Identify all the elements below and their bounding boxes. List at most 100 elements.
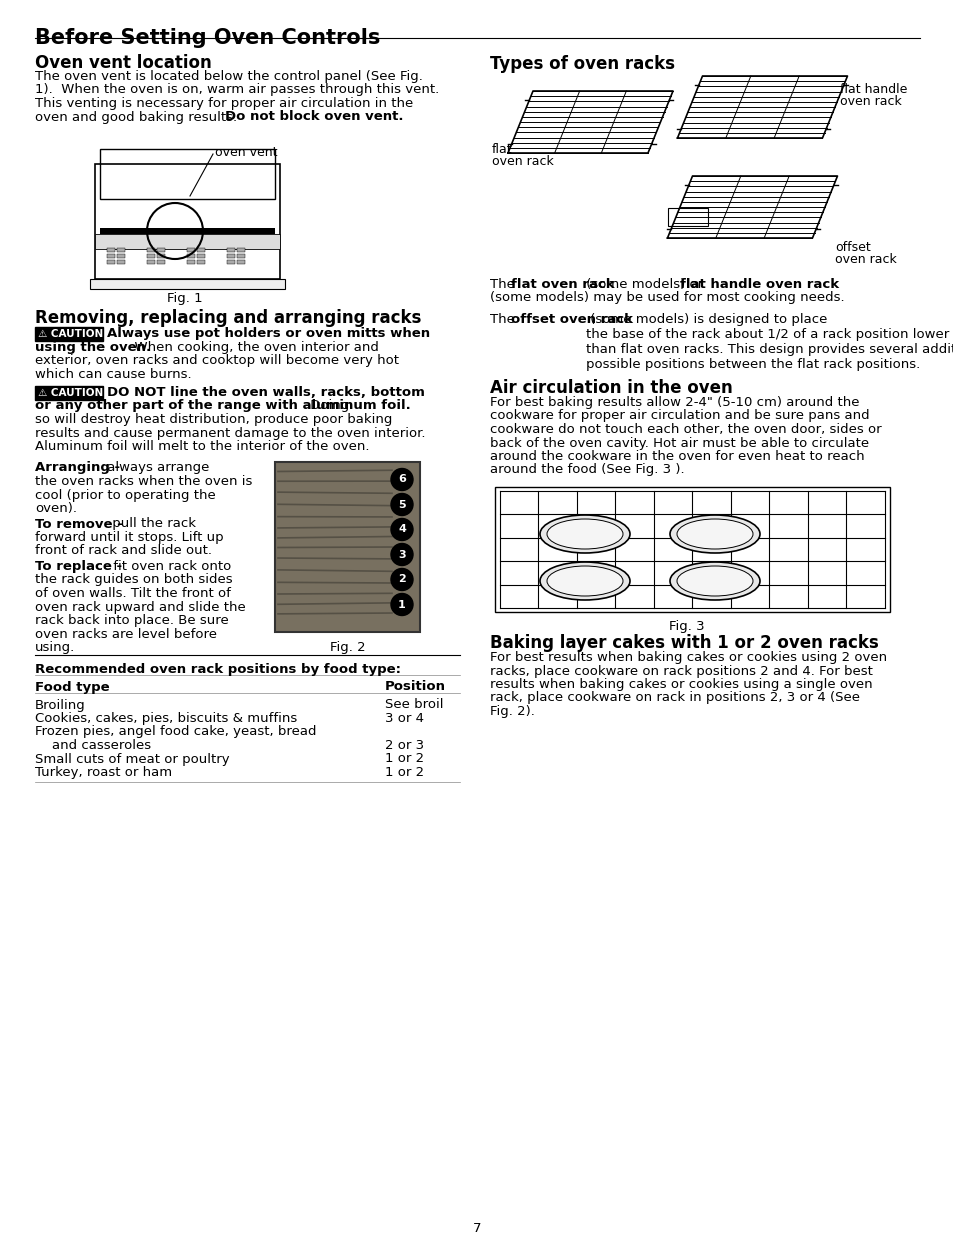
Text: which can cause burns.: which can cause burns.	[35, 368, 192, 380]
Bar	[95, 233, 280, 249]
Text: oven vent: oven vent	[214, 146, 277, 159]
Text: the rack guides on both sides: the rack guides on both sides	[35, 573, 233, 587]
Text: 6: 6	[397, 474, 406, 484]
Text: Fig. 1: Fig. 1	[167, 291, 203, 305]
Text: Arranging -: Arranging -	[35, 462, 120, 474]
Ellipse shape	[669, 515, 760, 553]
Bar	[107, 261, 115, 264]
Text: oven rack: oven rack	[834, 253, 896, 266]
Text: and casseroles: and casseroles	[35, 739, 151, 752]
Ellipse shape	[546, 519, 622, 550]
Bar	[227, 261, 234, 264]
Text: Do not block oven vent.: Do not block oven vent.	[225, 110, 403, 124]
Text: rack back into place. Be sure: rack back into place. Be sure	[35, 614, 229, 627]
Bar	[35, 387, 103, 400]
Bar	[107, 254, 115, 258]
Bar	[236, 248, 245, 252]
Bar	[227, 254, 234, 258]
Text: Air circulation in the oven: Air circulation in the oven	[490, 379, 732, 396]
Text: 1 or 2: 1 or 2	[385, 752, 424, 766]
Text: 4: 4	[397, 525, 406, 535]
Bar	[95, 164, 280, 279]
Bar	[187, 248, 194, 252]
Bar	[117, 248, 125, 252]
Text: oven racks are level before: oven racks are level before	[35, 627, 216, 641]
Text: Recommended oven rack positions by food type:: Recommended oven rack positions by food …	[35, 662, 400, 676]
Bar	[157, 248, 165, 252]
Bar	[236, 261, 245, 264]
Bar	[117, 261, 125, 264]
Bar	[196, 261, 205, 264]
Bar	[274, 462, 419, 631]
Text: 1 or 2: 1 or 2	[385, 766, 424, 779]
Circle shape	[391, 519, 413, 541]
Text: or any other part of the range with aluminum foil.: or any other part of the range with alum…	[35, 399, 411, 412]
Ellipse shape	[546, 566, 622, 597]
Bar	[667, 207, 707, 226]
Text: 3: 3	[397, 550, 405, 559]
Text: 2 or 3: 2 or 3	[385, 739, 424, 752]
Text: Fig. 3: Fig. 3	[668, 620, 704, 634]
Text: oven rack upward and slide the: oven rack upward and slide the	[35, 600, 246, 614]
Bar	[196, 248, 205, 252]
Bar	[157, 254, 165, 258]
Text: Removing, replacing and arranging racks: Removing, replacing and arranging racks	[35, 309, 421, 327]
Text: To replace -: To replace -	[35, 559, 122, 573]
Text: The: The	[490, 278, 518, 291]
Text: around the cookware in the oven for even heat to reach: around the cookware in the oven for even…	[490, 450, 863, 463]
Bar	[100, 228, 274, 233]
Text: Aluminum foil will melt to the interior of the oven.: Aluminum foil will melt to the interior …	[35, 440, 369, 453]
Circle shape	[391, 494, 413, 515]
Text: Fig. 2).: Fig. 2).	[490, 705, 535, 718]
Ellipse shape	[669, 562, 760, 600]
Text: oven).: oven).	[35, 501, 77, 515]
Text: using.: using.	[35, 641, 75, 655]
Circle shape	[391, 543, 413, 566]
Text: results and cause permanent damage to the oven interior.: results and cause permanent damage to th…	[35, 426, 425, 440]
Text: offset: offset	[834, 241, 870, 254]
Text: around the food (See Fig. 3 ).: around the food (See Fig. 3 ).	[490, 463, 684, 477]
Text: the oven racks when the oven is: the oven racks when the oven is	[35, 475, 253, 488]
Text: (some models) or: (some models) or	[581, 278, 706, 291]
Text: back of the oven cavity. Hot air must be able to circulate: back of the oven cavity. Hot air must be…	[490, 436, 868, 450]
Circle shape	[391, 568, 413, 590]
Ellipse shape	[539, 515, 629, 553]
Text: 7: 7	[473, 1221, 480, 1235]
Text: exterior, oven racks and cooktop will become very hot: exterior, oven racks and cooktop will be…	[35, 354, 398, 367]
Text: Types of oven racks: Types of oven racks	[490, 56, 675, 73]
Text: cool (prior to operating the: cool (prior to operating the	[35, 489, 215, 501]
Text: flat oven rack: flat oven rack	[511, 278, 614, 291]
Text: results when baking cakes or cookies using a single oven: results when baking cakes or cookies usi…	[490, 678, 872, 692]
Text: Doing: Doing	[306, 399, 349, 412]
Text: The oven vent is located below the control panel (See Fig.: The oven vent is located below the contr…	[35, 70, 422, 83]
Text: Oven vent location: Oven vent location	[35, 54, 212, 72]
Bar	[90, 279, 285, 289]
Ellipse shape	[539, 562, 629, 600]
Text: For best baking results allow 2-4" (5-10 cm) around the: For best baking results allow 2-4" (5-10…	[490, 396, 859, 409]
Bar	[187, 254, 194, 258]
Text: Fig. 2: Fig. 2	[330, 641, 365, 655]
Text: forward until it stops. Lift up: forward until it stops. Lift up	[35, 531, 223, 543]
Text: oven rack: oven rack	[492, 156, 553, 168]
Text: (some models) may be used for most cooking needs.: (some models) may be used for most cooki…	[490, 291, 843, 305]
Text: flat handle: flat handle	[840, 83, 906, 96]
Text: rack, place cookware on rack in positions 2, 3 or 4 (See: rack, place cookware on rack in position…	[490, 692, 859, 704]
Text: 2: 2	[397, 574, 405, 584]
Text: oven rack: oven rack	[840, 95, 901, 107]
Bar	[196, 254, 205, 258]
Text: always arrange: always arrange	[103, 462, 209, 474]
Text: To remove -: To remove -	[35, 517, 123, 531]
Text: Small cuts of meat or poultry: Small cuts of meat or poultry	[35, 752, 230, 766]
Bar	[147, 254, 154, 258]
Text: This venting is necessary for proper air circulation in the: This venting is necessary for proper air…	[35, 98, 413, 110]
Text: of oven walls. Tilt the front of: of oven walls. Tilt the front of	[35, 587, 231, 600]
Text: Broiling: Broiling	[35, 699, 86, 711]
Bar	[117, 254, 125, 258]
Text: DO NOT line the oven walls, racks, bottom: DO NOT line the oven walls, racks, botto…	[107, 387, 424, 399]
Text: Frozen pies, angel food cake, yeast, bread: Frozen pies, angel food cake, yeast, bre…	[35, 725, 316, 739]
Text: Turkey, roast or ham: Turkey, roast or ham	[35, 766, 172, 779]
Text: so will destroy heat distribution, produce poor baking: so will destroy heat distribution, produ…	[35, 412, 392, 426]
Text: ⚠ CAUTION: ⚠ CAUTION	[38, 329, 103, 338]
Text: 3 or 4: 3 or 4	[385, 713, 423, 725]
Text: 5: 5	[397, 499, 405, 510]
